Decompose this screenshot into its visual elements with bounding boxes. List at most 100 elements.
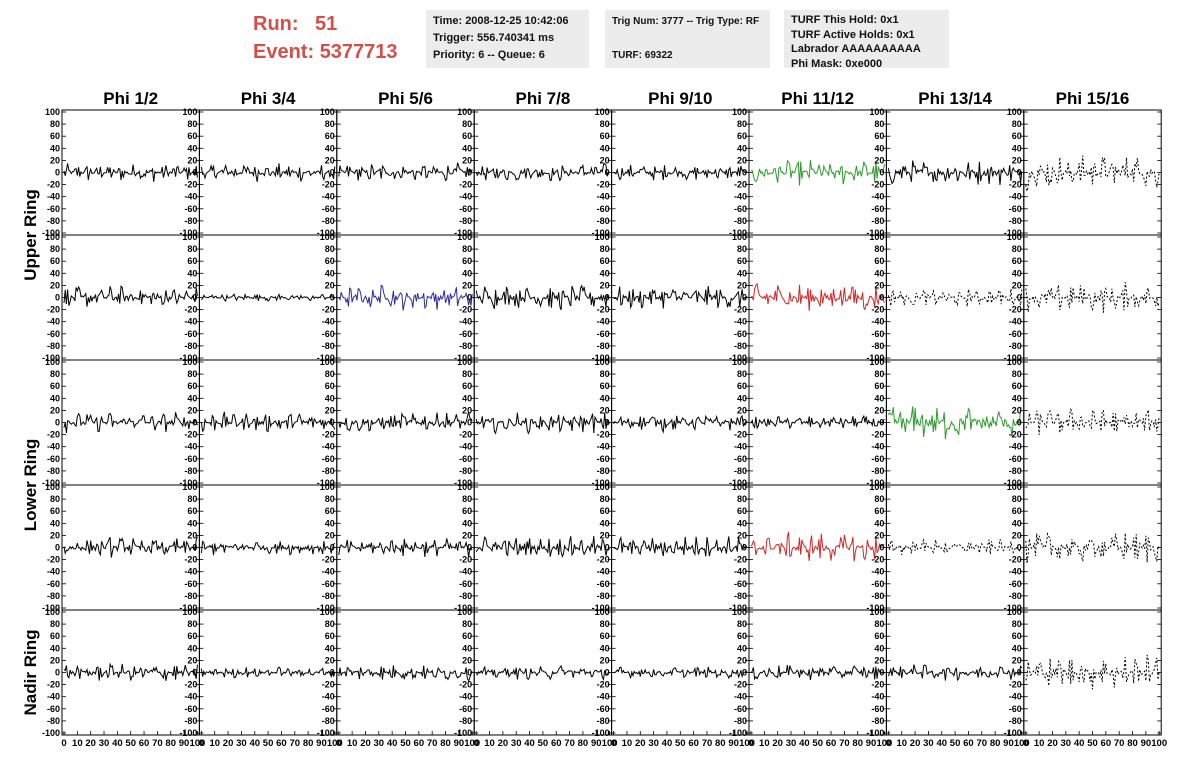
- y-tick-label: 0: [1017, 543, 1022, 553]
- column-title: Phi 1/2: [103, 89, 158, 108]
- y-tick-label: -100: [729, 478, 747, 488]
- y-tick-label: 60: [737, 506, 747, 516]
- y-tick-label: 80: [600, 244, 610, 254]
- y-tick-label: -60: [871, 329, 884, 339]
- waveform-line: [63, 536, 198, 558]
- x-tick-label: 30: [99, 738, 110, 749]
- y-tick-label: -100: [179, 228, 197, 238]
- y-tick-label: -40: [322, 317, 335, 327]
- x-tick-label: 10: [759, 738, 770, 749]
- y-tick-label: 20: [325, 280, 335, 290]
- x-tick-label: 0: [61, 738, 66, 749]
- y-tick-label: 40: [325, 518, 335, 528]
- y-tick-label: -100: [317, 603, 335, 613]
- waveform-line: [201, 292, 335, 303]
- y-tick-label: 80: [187, 119, 197, 129]
- y-tick-label: 100: [45, 482, 60, 492]
- y-tick-label: -80: [459, 341, 472, 351]
- y-tick-label: -40: [47, 192, 60, 202]
- x-tick-label: 50: [950, 738, 961, 749]
- panel-frame: [1023, 359, 1162, 486]
- y-tick-label: -100: [592, 603, 610, 613]
- y-tick-label: -100: [729, 603, 747, 613]
- x-tick-label: 0: [474, 738, 479, 749]
- y-tick-label: 40: [187, 643, 197, 653]
- y-tick-label: 60: [1012, 131, 1022, 141]
- y-tick-label: -20: [459, 305, 472, 315]
- y-tick-label: 100: [457, 232, 472, 242]
- y-tick-label: 80: [325, 369, 335, 379]
- y-tick-label: 60: [874, 506, 884, 516]
- y-tick-label: -60: [459, 454, 472, 464]
- y-tick-label: -60: [1009, 579, 1022, 589]
- y-tick-label: -60: [47, 329, 60, 339]
- y-tick-label: 60: [1012, 631, 1022, 641]
- y-tick-label: -80: [184, 716, 197, 726]
- y-tick-label: -60: [734, 329, 747, 339]
- run-label: Run:: [253, 13, 299, 35]
- y-tick-label: 100: [320, 607, 335, 617]
- waveform-line: [613, 666, 748, 680]
- y-tick-label: 40: [600, 268, 610, 278]
- y-tick-label: 100: [182, 607, 197, 617]
- y-tick-label: -100: [317, 478, 335, 488]
- y-tick-label: -40: [734, 192, 747, 202]
- y-tick-label: 100: [182, 482, 197, 492]
- y-tick-label: 40: [600, 143, 610, 153]
- y-tick-label: 0: [605, 168, 610, 178]
- waveform-line: [200, 666, 336, 679]
- x-tick-label: 100: [1014, 738, 1030, 749]
- y-tick-label: 100: [1007, 607, 1022, 617]
- y-tick-label: 60: [325, 631, 335, 641]
- y-tick-label: -20: [322, 305, 335, 315]
- y-tick-label: -20: [734, 180, 747, 190]
- y-tick-label: -60: [322, 329, 335, 339]
- y-tick-label: 0: [605, 543, 610, 553]
- y-tick-label: 40: [187, 393, 197, 403]
- y-tick-label: 80: [1012, 369, 1022, 379]
- y-tick-label: 80: [600, 369, 610, 379]
- waveform-line: [887, 288, 1023, 307]
- y-tick-label: 20: [50, 405, 60, 415]
- y-tick-label: 40: [462, 643, 472, 653]
- trig-info-box: Trig Num: 3777 -- Trig Type: RF TURF: 69…: [605, 10, 770, 68]
- y-tick-label: -20: [734, 680, 747, 690]
- ring-label: Upper Ring: [21, 189, 40, 281]
- x-tick-label: 90: [866, 738, 877, 749]
- waveform-line: [887, 538, 1023, 555]
- x-tick-label: 20: [1047, 738, 1058, 749]
- y-tick-label: 80: [50, 119, 60, 129]
- y-tick-label: -20: [1009, 430, 1022, 440]
- y-tick-label: 60: [462, 631, 472, 641]
- y-tick-label: 0: [330, 293, 335, 303]
- y-tick-label: 20: [462, 155, 472, 165]
- y-tick-label: -60: [871, 204, 884, 214]
- y-tick-label: -20: [184, 430, 197, 440]
- y-tick-label: 20: [325, 155, 335, 165]
- y-tick-label: 40: [600, 518, 610, 528]
- waveform-line: [887, 664, 1023, 682]
- panel-frame: [1023, 484, 1162, 611]
- y-tick-label: 60: [600, 256, 610, 266]
- y-tick-label: -40: [459, 192, 472, 202]
- y-tick-label: -60: [734, 704, 747, 714]
- y-tick-label: -40: [184, 567, 197, 577]
- y-tick-label: 40: [50, 268, 60, 278]
- y-tick-label: 100: [1007, 357, 1022, 367]
- y-tick-label: -100: [592, 228, 610, 238]
- y-tick-label: 0: [879, 168, 884, 178]
- y-tick-label: -100: [454, 353, 472, 363]
- x-tick-label: 100: [189, 738, 205, 749]
- y-tick-label: 0: [1017, 668, 1022, 678]
- y-tick-label: -80: [871, 216, 884, 226]
- y-tick-label: 20: [50, 280, 60, 290]
- y-tick-label: -20: [459, 680, 472, 690]
- y-tick-label: -40: [47, 317, 60, 327]
- y-tick-label: 80: [50, 369, 60, 379]
- x-tick-label: 90: [179, 738, 190, 749]
- y-tick-label: 20: [874, 655, 884, 665]
- y-tick-label: 40: [462, 518, 472, 528]
- y-tick-label: 20: [874, 280, 884, 290]
- x-tick-label: 40: [662, 738, 673, 749]
- y-tick-label: 80: [874, 619, 884, 629]
